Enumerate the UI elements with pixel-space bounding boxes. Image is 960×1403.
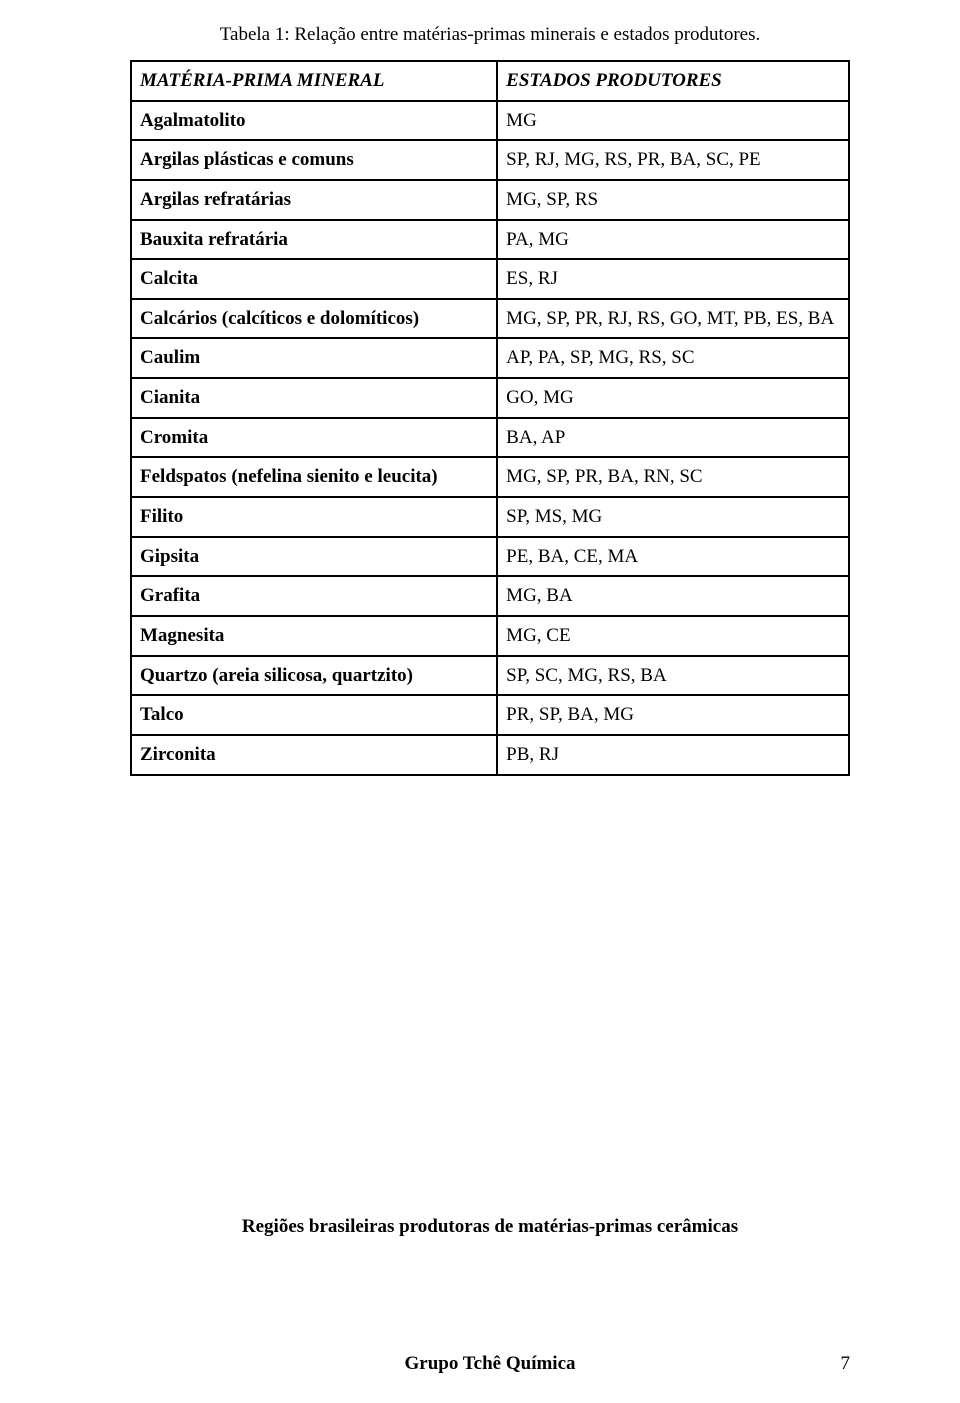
table-cell-material: Grafita (131, 576, 497, 616)
table-cell-states: PR, SP, BA, MG (497, 695, 849, 735)
table-row: Quartzo (areia silicosa, quartzito) SP, … (131, 656, 849, 696)
table-cell-states: MG, SP, PR, RJ, RS, GO, MT, PB, ES, BA (497, 299, 849, 339)
table-header-row: MATÉRIA-PRIMA MINERAL ESTADOS PRODUTORES (131, 61, 849, 101)
table-row: Gipsita PE, BA, CE, MA (131, 537, 849, 577)
table-cell-states: MG, SP, PR, BA, RN, SC (497, 457, 849, 497)
table-cell-material: Talco (131, 695, 497, 735)
table-cell-states: PB, RJ (497, 735, 849, 775)
table-cell-material: Magnesita (131, 616, 497, 656)
table-cell-states: BA, AP (497, 418, 849, 458)
section-subheading: Regiões brasileiras produtoras de matéri… (130, 1216, 850, 1238)
table-cell-material: Quartzo (areia silicosa, quartzito) (131, 656, 497, 696)
table-caption: Tabela 1: Relação entre matérias-primas … (130, 24, 850, 46)
table-row: Filito SP, MS, MG (131, 497, 849, 537)
table-row: Caulim AP, PA, SP, MG, RS, SC (131, 338, 849, 378)
table-cell-material: Cromita (131, 418, 497, 458)
table-cell-material: Argilas refratárias (131, 180, 497, 220)
table-header-col1: MATÉRIA-PRIMA MINERAL (131, 61, 497, 101)
table-row: Agalmatolito MG (131, 101, 849, 141)
table-row: Bauxita refratária PA, MG (131, 220, 849, 260)
table-row: Feldspatos (nefelina sienito e leucita) … (131, 457, 849, 497)
table-cell-material: Gipsita (131, 537, 497, 577)
table-cell-material: Agalmatolito (131, 101, 497, 141)
table-cell-material: Filito (131, 497, 497, 537)
table-cell-states: PE, BA, CE, MA (497, 537, 849, 577)
table-cell-material: Zirconita (131, 735, 497, 775)
table-cell-states: SP, RJ, MG, RS, PR, BA, SC, PE (497, 140, 849, 180)
table-row: Cromita BA, AP (131, 418, 849, 458)
table-header-col2: ESTADOS PRODUTORES (497, 61, 849, 101)
table-cell-states: MG (497, 101, 849, 141)
table-cell-states: MG, BA (497, 576, 849, 616)
table-cell-material: Calcita (131, 259, 497, 299)
table-cell-states: AP, PA, SP, MG, RS, SC (497, 338, 849, 378)
table-cell-material: Cianita (131, 378, 497, 418)
page-footer: Grupo Tchê Química 7 (130, 1353, 850, 1375)
table-cell-states: MG, CE (497, 616, 849, 656)
table-cell-material: Bauxita refratária (131, 220, 497, 260)
page: Tabela 1: Relação entre matérias-primas … (0, 0, 960, 1403)
table-row: Argilas plásticas e comuns SP, RJ, MG, R… (131, 140, 849, 180)
table-row: Argilas refratárias MG, SP, RS (131, 180, 849, 220)
table-row: Calcita ES, RJ (131, 259, 849, 299)
table-row: Magnesita MG, CE (131, 616, 849, 656)
footer-page-number: 7 (841, 1353, 851, 1375)
table-row: Cianita GO, MG (131, 378, 849, 418)
table-cell-material: Feldspatos (nefelina sienito e leucita) (131, 457, 497, 497)
minerals-table: MATÉRIA-PRIMA MINERAL ESTADOS PRODUTORES… (130, 60, 850, 776)
table-cell-states: SP, MS, MG (497, 497, 849, 537)
table-row: Talco PR, SP, BA, MG (131, 695, 849, 735)
table-cell-states: PA, MG (497, 220, 849, 260)
table-cell-states: ES, RJ (497, 259, 849, 299)
table-cell-material: Caulim (131, 338, 497, 378)
table-row: Grafita MG, BA (131, 576, 849, 616)
table-cell-material: Argilas plásticas e comuns (131, 140, 497, 180)
table-cell-states: SP, SC, MG, RS, BA (497, 656, 849, 696)
table-cell-material: Calcários (calcíticos e dolomíticos) (131, 299, 497, 339)
footer-center-text: Grupo Tchê Química (130, 1353, 850, 1375)
table-cell-states: MG, SP, RS (497, 180, 849, 220)
table-cell-states: GO, MG (497, 378, 849, 418)
table-row: Zirconita PB, RJ (131, 735, 849, 775)
table-row: Calcários (calcíticos e dolomíticos) MG,… (131, 299, 849, 339)
